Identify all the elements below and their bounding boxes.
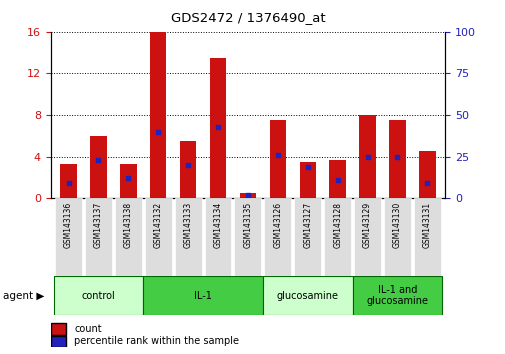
Point <box>333 177 341 183</box>
Point <box>303 164 311 170</box>
Bar <box>210 58 226 198</box>
FancyBboxPatch shape <box>54 276 143 315</box>
FancyBboxPatch shape <box>413 198 440 276</box>
Text: GSM143136: GSM143136 <box>64 202 73 249</box>
FancyBboxPatch shape <box>204 198 231 276</box>
FancyBboxPatch shape <box>55 198 82 276</box>
Text: GSM143132: GSM143132 <box>154 202 163 248</box>
Text: GSM143137: GSM143137 <box>94 202 103 249</box>
Bar <box>418 152 435 198</box>
Point <box>154 129 162 135</box>
FancyBboxPatch shape <box>144 198 171 276</box>
FancyBboxPatch shape <box>50 336 66 347</box>
Bar <box>269 120 285 198</box>
Point <box>243 192 251 198</box>
FancyBboxPatch shape <box>383 198 410 276</box>
Text: GSM143138: GSM143138 <box>124 202 133 248</box>
Bar <box>90 136 107 198</box>
Text: IL-1 and
glucosamine: IL-1 and glucosamine <box>366 285 428 307</box>
Text: percentile rank within the sample: percentile rank within the sample <box>74 336 239 347</box>
Point <box>423 181 431 186</box>
FancyBboxPatch shape <box>352 276 441 315</box>
Point <box>124 176 132 181</box>
Point <box>184 162 192 168</box>
FancyBboxPatch shape <box>85 198 112 276</box>
Text: count: count <box>74 324 102 334</box>
FancyBboxPatch shape <box>50 324 66 335</box>
Bar <box>149 32 166 198</box>
FancyBboxPatch shape <box>143 276 263 315</box>
Point <box>363 154 371 159</box>
Text: GSM143135: GSM143135 <box>243 202 252 249</box>
Bar <box>120 164 136 198</box>
Text: GDS2472 / 1376490_at: GDS2472 / 1376490_at <box>170 11 325 24</box>
Point <box>392 154 400 159</box>
Text: GSM143130: GSM143130 <box>392 202 401 249</box>
Bar <box>329 160 345 198</box>
Point <box>94 157 103 163</box>
FancyBboxPatch shape <box>294 198 321 276</box>
Bar <box>299 162 315 198</box>
FancyBboxPatch shape <box>354 198 380 276</box>
Text: control: control <box>81 291 115 301</box>
Point <box>273 152 281 158</box>
Bar <box>239 193 256 198</box>
Text: GSM143131: GSM143131 <box>422 202 431 248</box>
FancyBboxPatch shape <box>324 198 350 276</box>
FancyBboxPatch shape <box>174 198 201 276</box>
Text: glucosamine: glucosamine <box>276 291 338 301</box>
Bar <box>180 141 196 198</box>
Text: GSM143133: GSM143133 <box>183 202 192 249</box>
Text: GSM143128: GSM143128 <box>332 202 341 248</box>
Text: IL-1: IL-1 <box>194 291 212 301</box>
FancyBboxPatch shape <box>234 198 261 276</box>
Text: GSM143127: GSM143127 <box>302 202 312 248</box>
FancyBboxPatch shape <box>263 276 352 315</box>
FancyBboxPatch shape <box>115 198 141 276</box>
Text: GSM143129: GSM143129 <box>362 202 371 248</box>
Point <box>64 181 72 186</box>
Bar <box>60 164 77 198</box>
Text: GSM143126: GSM143126 <box>273 202 282 248</box>
Bar <box>359 115 375 198</box>
Text: GSM143134: GSM143134 <box>213 202 222 249</box>
Point <box>214 124 222 130</box>
Text: agent ▶: agent ▶ <box>3 291 44 301</box>
FancyBboxPatch shape <box>264 198 291 276</box>
Bar <box>388 120 405 198</box>
